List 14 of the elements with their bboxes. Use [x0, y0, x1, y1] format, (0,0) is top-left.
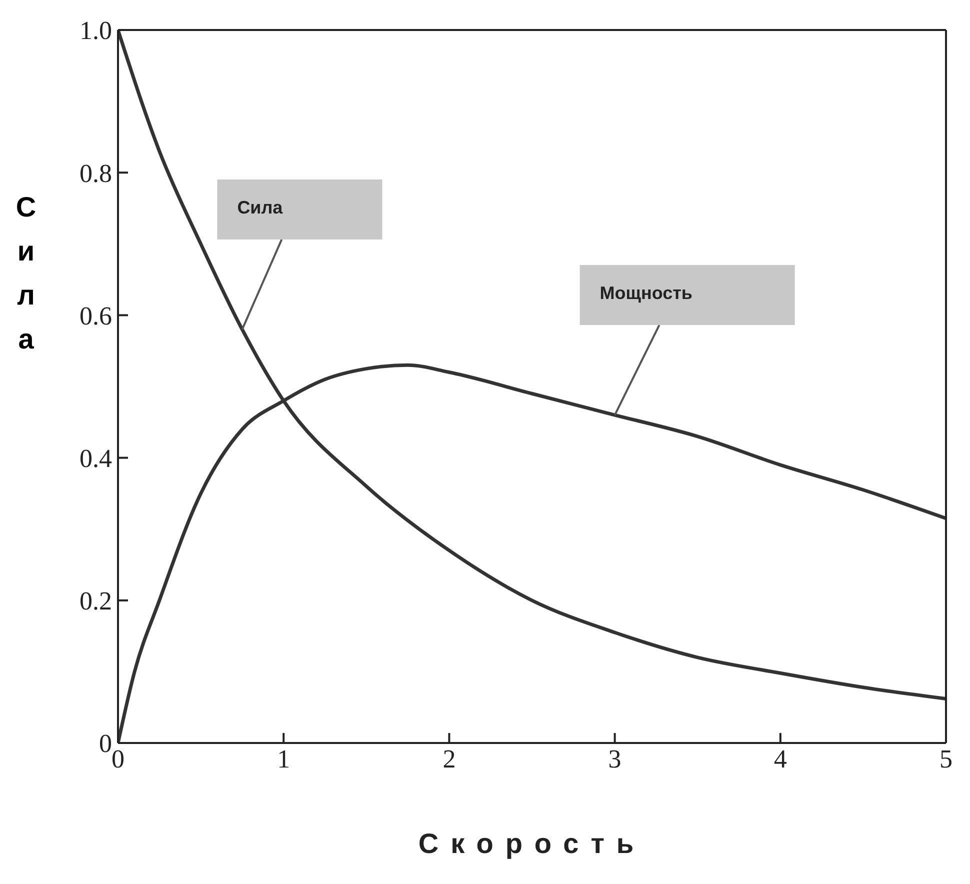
y-tick-label: 0.4 [80, 444, 112, 474]
y-tick-label: 0.6 [80, 301, 112, 330]
y-tick-label: 0.2 [80, 586, 112, 616]
x-tick-label: 5 [940, 744, 952, 774]
callout: Мощность [580, 265, 795, 416]
x-axis-title: Скорость [418, 828, 646, 859]
callout: Сила [217, 179, 382, 330]
x-tick-label: 4 [774, 744, 787, 774]
x-tick-label: 2 [442, 744, 456, 774]
x-tick-label: 3 [608, 744, 622, 774]
y-tick-label: 0.8 [80, 158, 112, 188]
x-tick-label: 1 [277, 744, 290, 774]
y-tick-label: 1.0 [80, 16, 112, 46]
y-axis-title: Сила [16, 192, 36, 354]
